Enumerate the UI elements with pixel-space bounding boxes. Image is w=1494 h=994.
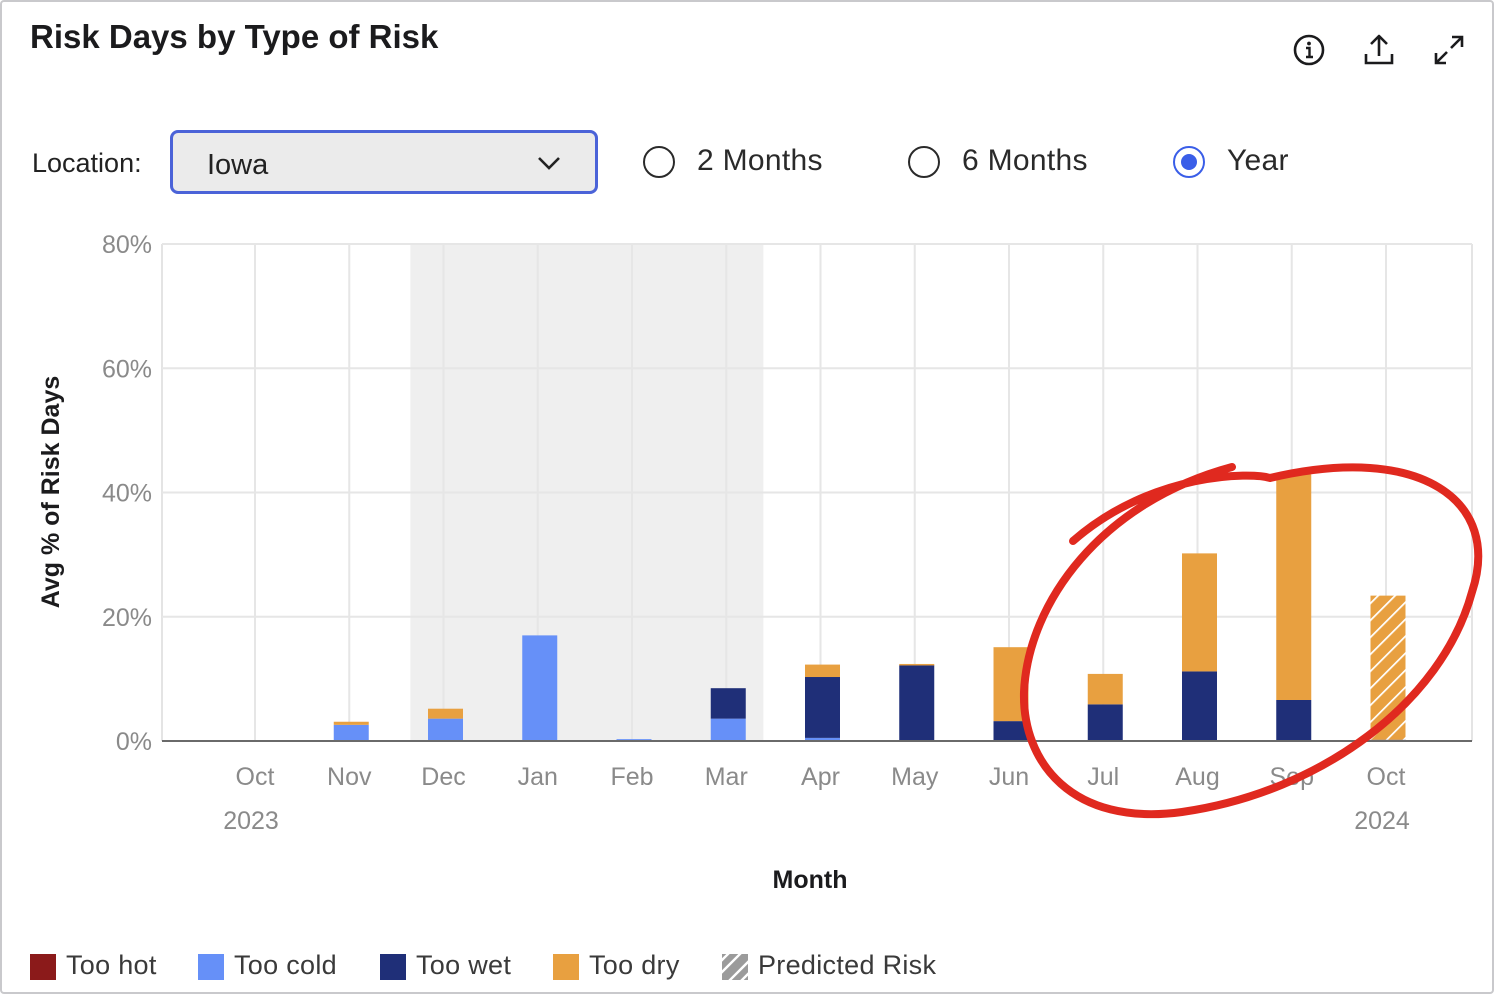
bar-too-wet (710, 688, 746, 719)
x-tick-label: Nov (327, 763, 372, 791)
x-tick-label: Jun (989, 763, 1029, 791)
chevron-down-icon (537, 155, 561, 176)
radio-circle (643, 146, 675, 178)
legend-label: Predicted Risk (758, 950, 937, 980)
x-tick-label: Oct (1367, 763, 1406, 791)
chart-title: Risk Days by Type of Risk (30, 18, 439, 55)
bar-too-cold (710, 718, 746, 741)
bar-too-wet (1182, 671, 1217, 741)
x-tick-label: Feb (610, 763, 653, 791)
legend-swatch (30, 954, 56, 980)
y-tick-label: 0% (116, 728, 152, 756)
legend-label: Too dry (589, 950, 680, 980)
bar-too-wet (1087, 704, 1123, 741)
legend-swatch (717, 949, 753, 985)
bar-too-cold (428, 718, 463, 741)
bar-too-cold (333, 724, 369, 741)
legend-label: Too hot (66, 950, 157, 980)
expand-icon[interactable] (1429, 30, 1469, 70)
legend-swatch (553, 954, 579, 980)
x-tick-label: Dec (421, 763, 465, 791)
x-year-label: 2024 (1354, 807, 1410, 835)
location-label: Location: (32, 148, 142, 178)
bar-too-dry (1182, 553, 1217, 672)
radio-circle (1173, 146, 1205, 178)
export-icon[interactable] (1359, 30, 1399, 70)
x-tick-label: Apr (801, 763, 840, 791)
legend-swatch (380, 954, 406, 980)
info-icon[interactable] (1289, 30, 1329, 70)
bar-too-wet (899, 665, 935, 741)
legend-label: Too cold (234, 950, 337, 980)
x-tick-label: Aug (1175, 763, 1219, 791)
x-tick-label: Mar (705, 763, 748, 791)
bar-too-cold (805, 737, 840, 741)
location-value: Iowa (207, 149, 269, 181)
legend-swatch (198, 954, 224, 980)
bar-too-dry (993, 647, 1029, 722)
bar-too-dry (899, 663, 935, 666)
x-axis-title: Month (773, 866, 848, 894)
legend-label: Too wet (416, 950, 512, 980)
x-tick-label: Oct (236, 763, 275, 791)
x-tick-label: Jan (518, 763, 558, 791)
bar-too-cold (522, 635, 558, 741)
range-label: Year (1227, 144, 1289, 177)
x-tick-label: Jul (1087, 763, 1119, 791)
radio-selected-dot (1181, 154, 1197, 170)
y-tick-label: 60% (102, 355, 152, 383)
bar-too-dry (1370, 595, 1406, 740)
range-label: 6 Months (962, 144, 1088, 177)
bar-too-dry (333, 721, 369, 725)
radio-circle (908, 146, 940, 178)
y-tick-label: 20% (102, 604, 152, 632)
range-label: 2 Months (697, 144, 823, 177)
bar-too-wet (993, 721, 1029, 741)
bar-too-dry (1276, 474, 1312, 700)
bar-too-wet (805, 677, 840, 738)
x-year-label: 2023 (223, 807, 279, 835)
y-tick-label: 40% (102, 480, 152, 508)
bar-too-dry (1087, 673, 1123, 705)
hatch-swatch-icon (717, 949, 753, 985)
risk-days-chart: 0% 20% 40% 60% 80% Oct Nov Dec Jan Feb Mar Apr May Ju… (37, 231, 1473, 894)
x-tick-label: May (891, 763, 939, 791)
bar-too-dry (428, 708, 463, 719)
bar-too-dry (805, 664, 840, 678)
x-tick-label: Sep (1270, 763, 1314, 791)
y-axis-title: Avg % of Risk Days (37, 376, 65, 608)
y-tick-label: 80% (102, 231, 152, 259)
bar-too-wet (1276, 699, 1312, 741)
location-select[interactable]: Iowa (170, 130, 598, 194)
